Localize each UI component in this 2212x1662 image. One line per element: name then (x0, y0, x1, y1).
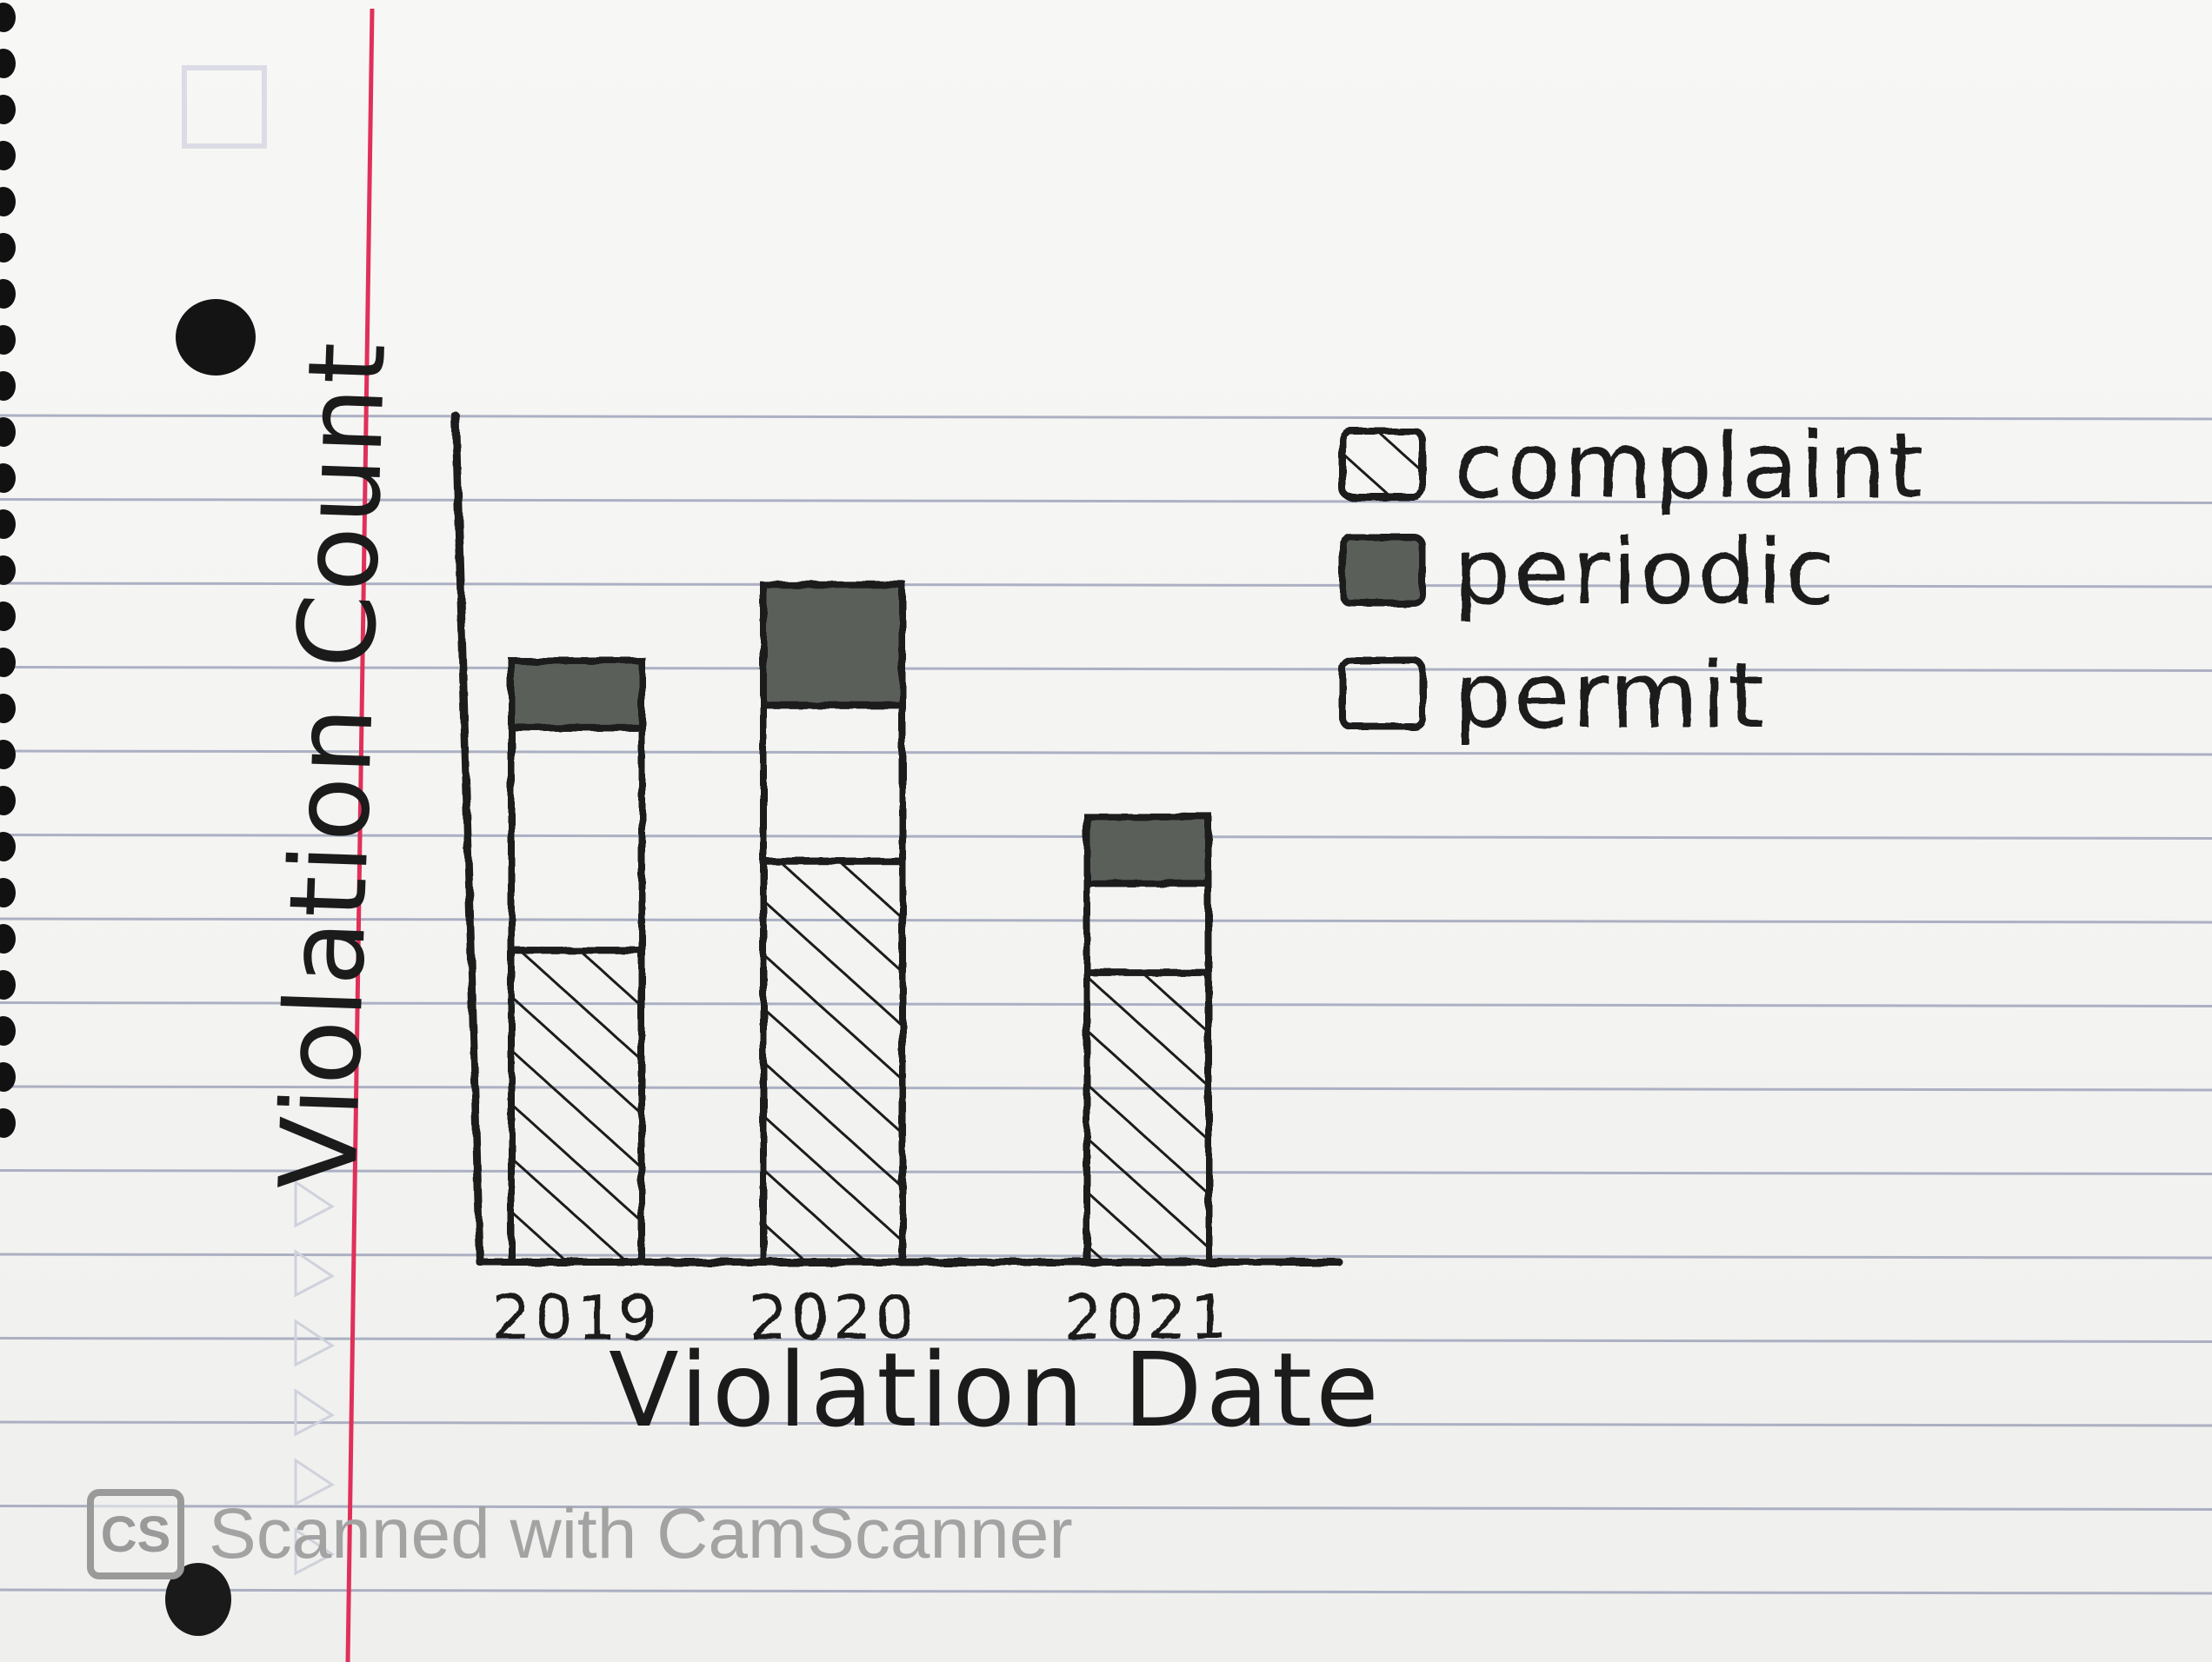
spiral-dot (0, 832, 16, 861)
legend-label-periodic: periodic (1454, 519, 1837, 625)
spiral-dot (0, 1016, 16, 1046)
x-axis-title: Violation Date (609, 1330, 1382, 1450)
x-tick-label: 2020 (749, 1282, 917, 1353)
spiral-dot (0, 371, 16, 401)
spiral-dot (0, 970, 16, 1000)
bar-periodic-2021 (1083, 813, 1212, 888)
margin-triangles (294, 1180, 335, 1576)
bar-complaint-2019 (508, 947, 645, 1266)
rule-line (0, 1505, 2212, 1511)
bar-permit-2020 (760, 701, 906, 865)
legend-swatch-permit (1339, 657, 1426, 730)
rule-line (0, 582, 2212, 588)
spiral-dot (0, 463, 16, 493)
margin-line (345, 8, 375, 1662)
spiral-dot (0, 141, 16, 170)
spiral-dot (0, 3, 16, 32)
camscanner-logo-icon: CS (87, 1489, 184, 1579)
punch-hole-bottom (165, 1563, 231, 1636)
spiral-dot (0, 648, 16, 677)
rule-line (0, 917, 2212, 924)
spiral-dot (0, 602, 16, 631)
x-tick-label: 2021 (1063, 1282, 1232, 1353)
spiral-dot (0, 49, 16, 78)
rule-line (0, 1337, 2212, 1343)
legend-label-complaint: complaint (1454, 413, 1926, 519)
rule-line (0, 414, 2212, 421)
bar-periodic-2019 (508, 656, 645, 731)
spiral-holes (0, 3, 16, 1138)
spiral-dot (0, 555, 16, 585)
bar-complaint-2020 (760, 857, 906, 1266)
spiral-dot (0, 279, 16, 309)
rule-line (0, 1588, 2212, 1595)
watermark-text: Scanned with CamScanner (209, 1494, 1073, 1573)
spiral-dot (0, 786, 16, 815)
spiral-dot (0, 1108, 16, 1138)
legend-swatch-complaint (1339, 428, 1426, 501)
camscanner-watermark: CS Scanned with CamScanner (87, 1482, 1073, 1586)
spiral-dot (0, 417, 16, 447)
rule-line (0, 749, 2212, 756)
spiral-dot (0, 740, 16, 769)
spiral-dot (0, 325, 16, 355)
y-axis-title: Violation Count (257, 338, 410, 1192)
y-axis-line (451, 411, 484, 1266)
punch-hole-top (176, 299, 256, 376)
spiral-dot (0, 187, 16, 216)
bar-complaint-2021 (1083, 968, 1212, 1266)
legend-label-permit: permit (1454, 642, 1767, 748)
x-tick-label: 2019 (492, 1282, 661, 1353)
rule-line (0, 498, 2212, 504)
bar-permit-2019 (508, 723, 645, 954)
spiral-dot (0, 509, 16, 539)
spiral-dot (0, 95, 16, 124)
bar-permit-2021 (1083, 880, 1212, 976)
rule-line (0, 666, 2212, 672)
bar-periodic-2020 (760, 581, 906, 709)
spiral-dot (0, 694, 16, 723)
paper-logo-mark (182, 65, 267, 149)
spiral-dot (0, 233, 16, 263)
rule-line (0, 1420, 2212, 1427)
chart-area: 2019 2020 2021 (451, 411, 1343, 1353)
spiral-dot (0, 924, 16, 954)
spiral-dot (0, 1062, 16, 1092)
legend-swatch-periodic (1339, 534, 1426, 607)
spiral-dot (0, 878, 16, 907)
